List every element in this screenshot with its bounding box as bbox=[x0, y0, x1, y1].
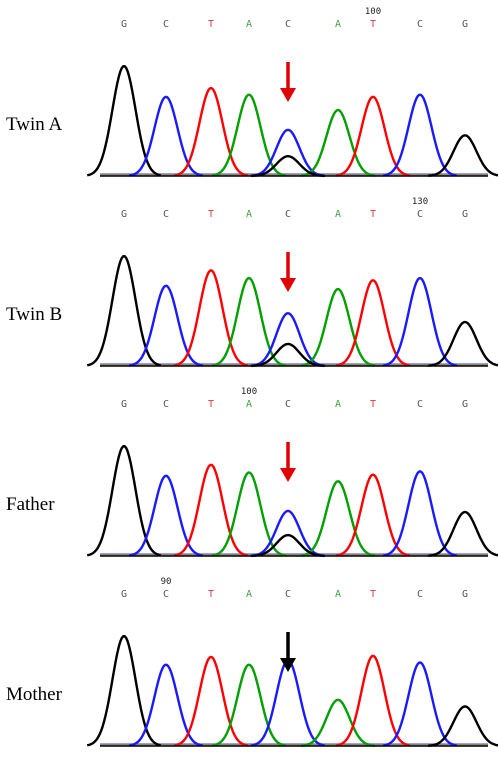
peak-t bbox=[173, 655, 248, 747]
base-call-letter: T bbox=[208, 209, 214, 220]
base-call-letter: A bbox=[246, 399, 252, 410]
base-call-letter: T bbox=[208, 19, 214, 30]
base-call-letter: G bbox=[462, 399, 468, 410]
peak-c bbox=[129, 663, 203, 747]
row-label: Mother bbox=[6, 684, 63, 705]
base-call-letter: A bbox=[246, 209, 252, 220]
peak-c bbox=[382, 661, 457, 747]
peak-a bbox=[211, 471, 286, 557]
base-call-letter: A bbox=[335, 19, 341, 30]
chromatogram-panel-mother: Mother G C T A C A T C G 90 bbox=[6, 577, 498, 747]
reference-arrow-icon bbox=[280, 632, 296, 672]
base-call-letter: C bbox=[285, 209, 291, 220]
base-call-letter: G bbox=[121, 589, 127, 600]
base-call-letter: C bbox=[163, 19, 169, 30]
base-call-letter: C bbox=[417, 589, 423, 600]
base-call-letter: A bbox=[335, 399, 341, 410]
base-call-letter: C bbox=[163, 399, 169, 410]
base-call-letter: T bbox=[370, 209, 376, 220]
peak-t bbox=[173, 269, 248, 367]
peak-c bbox=[129, 284, 203, 367]
peak-a bbox=[212, 663, 286, 747]
base-call-letter: G bbox=[462, 589, 468, 600]
base-call-letter: C bbox=[285, 19, 291, 30]
secondary-peak-g bbox=[251, 342, 325, 368]
peak-a bbox=[211, 277, 286, 367]
peak-t bbox=[336, 95, 410, 177]
position-marker: 90 bbox=[161, 577, 172, 587]
base-call-letter: G bbox=[462, 19, 468, 30]
peak-c bbox=[129, 474, 203, 557]
mutation-arrow-icon bbox=[280, 62, 296, 102]
peak-a bbox=[212, 93, 286, 177]
row-label: Twin A bbox=[6, 114, 62, 135]
peak-t bbox=[173, 87, 248, 177]
base-call-letter: C bbox=[285, 589, 291, 600]
peak-t bbox=[335, 279, 410, 367]
secondary-peak-g bbox=[251, 533, 325, 558]
base-call-letter: C bbox=[163, 209, 169, 220]
base-call-letter: A bbox=[246, 19, 252, 30]
peak-t bbox=[335, 654, 410, 747]
base-call-letter: C bbox=[417, 19, 423, 30]
position-marker: 130 bbox=[412, 197, 428, 207]
peak-t bbox=[336, 473, 410, 557]
base-call-letter: A bbox=[335, 209, 341, 220]
peak-g bbox=[428, 510, 498, 557]
base-call-letter: G bbox=[121, 19, 127, 30]
base-call-letter: A bbox=[335, 589, 341, 600]
base-call-letter: A bbox=[246, 589, 252, 600]
peak-a bbox=[300, 480, 375, 557]
peak-a bbox=[301, 698, 375, 747]
chromatogram-panel-twin-a: Twin A G C T A C A T C G 100 bbox=[6, 7, 498, 178]
peak-a bbox=[301, 287, 375, 367]
base-call-letter: G bbox=[121, 209, 127, 220]
base-call-letter: T bbox=[370, 399, 376, 410]
chromatogram-panel-father: Father G C T A C A T C G 100 bbox=[6, 387, 498, 558]
peak-a bbox=[301, 108, 375, 177]
base-call-letter: T bbox=[370, 589, 376, 600]
peak-g bbox=[428, 705, 498, 747]
peak-c bbox=[129, 95, 203, 177]
peak-g bbox=[428, 320, 498, 367]
peak-g bbox=[86, 635, 161, 747]
peak-g bbox=[86, 255, 161, 367]
mutation-arrow-icon bbox=[280, 442, 296, 482]
peak-t bbox=[173, 463, 248, 557]
mutation-arrow-icon bbox=[280, 252, 296, 292]
base-call-letter: C bbox=[417, 399, 423, 410]
base-call-letter: C bbox=[285, 399, 291, 410]
base-call-letter: T bbox=[208, 399, 214, 410]
chromatogram-panel-twin-b: Twin B G C T A C A T C G 130 bbox=[6, 197, 498, 368]
base-call-letter: G bbox=[462, 209, 468, 220]
base-call-letter: T bbox=[208, 589, 214, 600]
position-marker: 100 bbox=[241, 387, 257, 397]
position-marker: 100 bbox=[365, 7, 381, 17]
base-call-letter: T bbox=[370, 19, 376, 30]
base-call-letter: G bbox=[121, 399, 127, 410]
base-call-letter: C bbox=[163, 589, 169, 600]
row-label: Twin B bbox=[6, 304, 62, 325]
base-call-letter: C bbox=[417, 209, 423, 220]
row-label: Father bbox=[6, 494, 55, 515]
peak-g bbox=[86, 65, 161, 177]
peak-g bbox=[428, 134, 498, 177]
secondary-peak-g bbox=[251, 155, 325, 178]
peak-g bbox=[86, 445, 161, 557]
